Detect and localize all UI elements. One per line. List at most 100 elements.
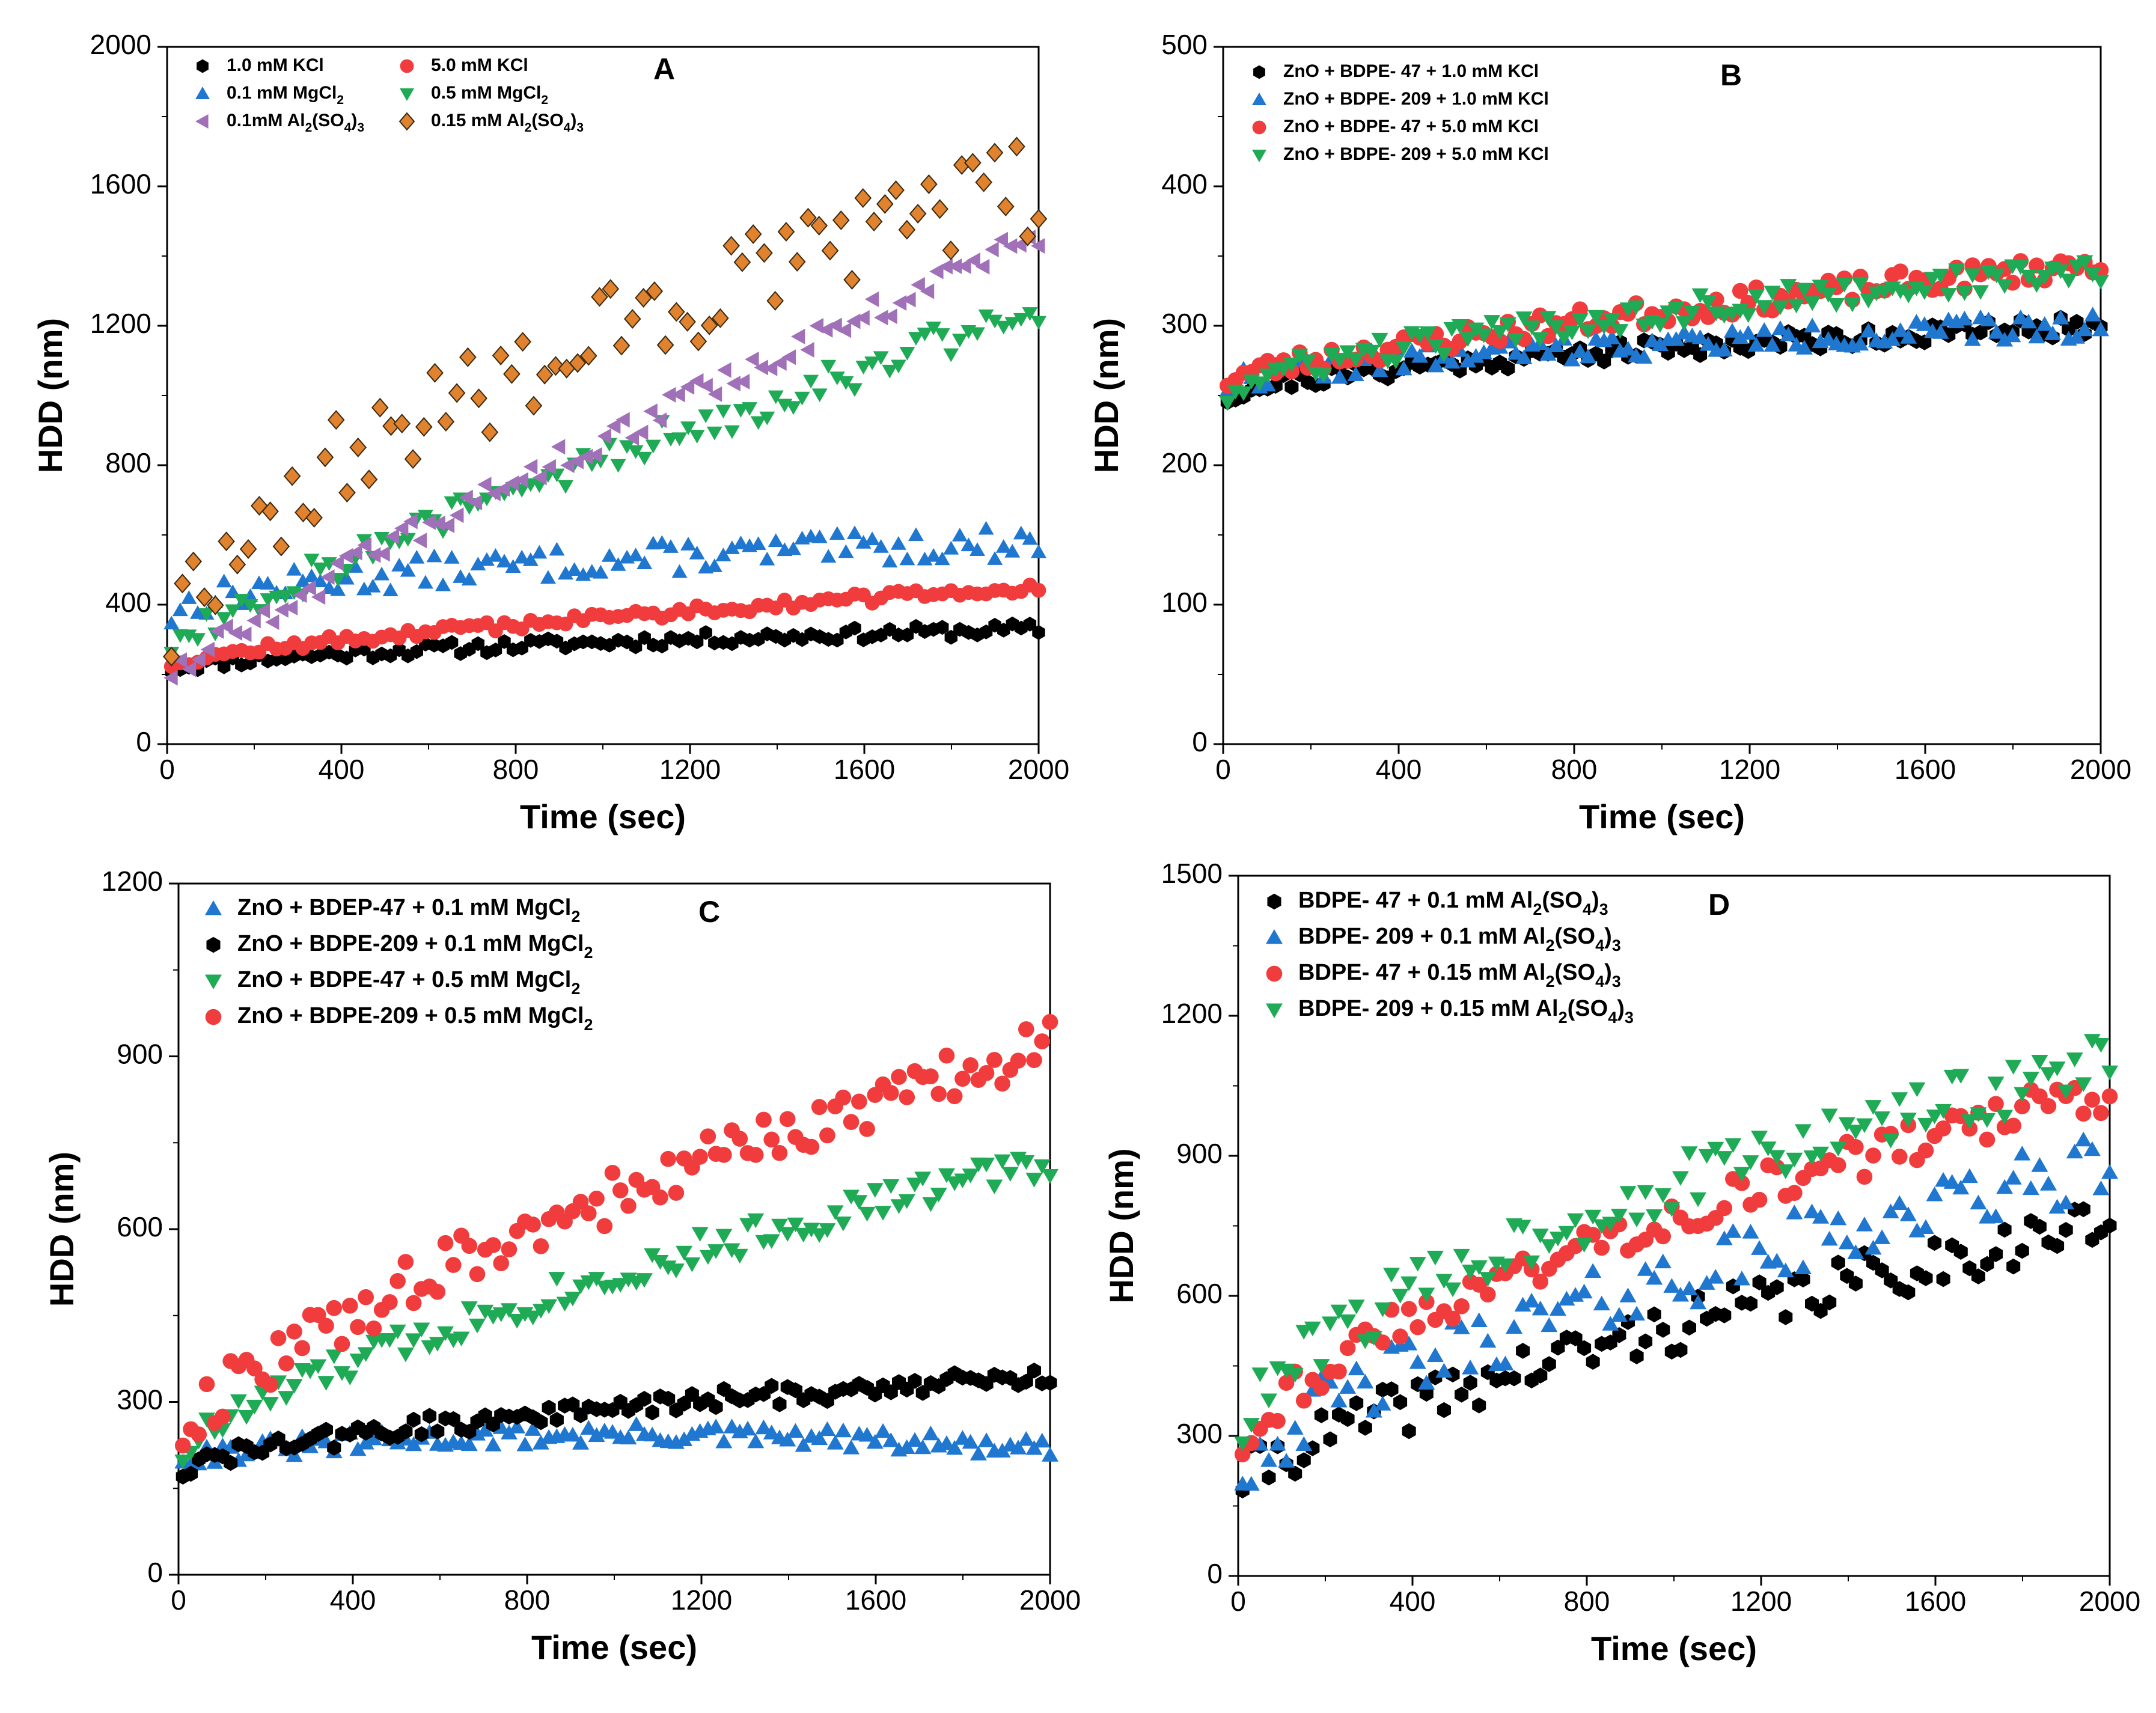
data-point — [302, 1364, 319, 1379]
data-point — [811, 388, 828, 403]
data-point — [717, 362, 731, 378]
data-point — [1804, 317, 1821, 333]
data-point — [731, 1248, 748, 1264]
data-point — [2014, 1087, 2031, 1102]
data-point — [189, 633, 206, 647]
data-point — [788, 252, 806, 272]
data-point — [1961, 1168, 1978, 1183]
data-point — [1008, 136, 1025, 157]
data-point — [763, 360, 778, 376]
data-point — [1865, 1147, 1881, 1164]
data-point — [906, 1177, 923, 1192]
data-point — [759, 551, 775, 566]
data-point — [1794, 1259, 1812, 1274]
data-point — [1628, 300, 1645, 316]
data-point — [1004, 317, 1021, 331]
data-point — [426, 548, 442, 563]
x-axis-label: Time (sec) — [531, 1628, 697, 1666]
data-point — [485, 1237, 501, 1253]
data-point — [1916, 316, 1933, 331]
y-tick-label: 1200 — [102, 866, 163, 897]
data-point — [917, 328, 933, 341]
data-point — [707, 1244, 725, 1259]
data-point — [601, 548, 617, 562]
data-point — [422, 515, 436, 531]
data-point — [803, 1138, 820, 1155]
data-point — [1470, 1260, 1488, 1275]
data-point — [1751, 1240, 1768, 1255]
data-point — [200, 641, 215, 658]
data-point — [602, 279, 620, 299]
data-point — [1874, 1229, 1891, 1244]
data-point — [1733, 1167, 1750, 1182]
data-point — [680, 537, 697, 551]
data-point — [206, 595, 224, 615]
data-point — [1234, 1446, 1251, 1462]
data-point — [1988, 1096, 2004, 1112]
data-point — [1935, 1104, 1952, 1119]
x-tick-label: 800 — [1551, 754, 1598, 785]
data-point — [549, 1412, 564, 1428]
data-point — [1348, 1299, 1365, 1315]
data-point — [1707, 1269, 1724, 1284]
data-point — [1651, 336, 1669, 352]
data-point — [265, 614, 279, 631]
data-point — [1435, 347, 1453, 362]
data-point — [646, 281, 664, 301]
data-point — [676, 1431, 693, 1447]
data-point — [1523, 1292, 1541, 1308]
data-point — [899, 346, 915, 361]
x-tick-label: 0 — [1215, 754, 1231, 785]
data-point — [1970, 1107, 1987, 1122]
data-point — [1932, 324, 1949, 339]
data-point — [691, 1227, 709, 1242]
data-point — [716, 1147, 732, 1163]
data-point — [584, 458, 600, 472]
data-point — [1604, 329, 1621, 344]
data-point — [1892, 284, 1909, 299]
data-point — [829, 526, 845, 540]
data-point — [1786, 1152, 1803, 1168]
data-point — [1593, 1239, 1610, 1256]
data-point — [890, 359, 906, 374]
data-point — [1768, 1253, 1786, 1268]
data-point — [311, 589, 326, 605]
data-point — [779, 1111, 796, 1128]
data-point — [858, 1206, 876, 1222]
data-point — [2092, 275, 2109, 290]
data-point — [698, 409, 714, 423]
data-point — [216, 573, 232, 588]
data-point — [357, 537, 371, 553]
data-point — [1777, 1164, 1794, 1179]
data-point — [964, 153, 982, 173]
data-point — [909, 204, 927, 224]
data-point — [477, 1304, 494, 1320]
data-point — [1331, 368, 1348, 384]
series-2 — [163, 521, 1046, 630]
data-point — [2068, 329, 2086, 344]
data-point — [920, 174, 938, 194]
y-tick-label: 500 — [1161, 29, 1208, 60]
data-point — [1747, 337, 1765, 352]
data-point — [2014, 1098, 2030, 1114]
data-point — [1794, 1124, 1812, 1139]
data-point — [246, 1360, 263, 1377]
data-point — [1852, 276, 1869, 292]
data-point — [1693, 347, 1708, 363]
data-point — [891, 1069, 907, 1086]
data-point — [1323, 1431, 1337, 1447]
x-tick-label: 0 — [159, 754, 175, 785]
data-point — [637, 451, 653, 466]
data-point — [1260, 1393, 1277, 1409]
data-point — [689, 373, 704, 389]
data-point — [620, 1429, 637, 1445]
data-point — [1855, 1118, 1873, 1134]
y-tick-label: 400 — [1161, 168, 1208, 200]
data-point — [542, 459, 556, 475]
data-point — [1018, 1155, 1035, 1170]
legend-marker — [1252, 93, 1266, 105]
data-point — [228, 554, 246, 575]
data-point — [900, 627, 914, 643]
data-point — [1321, 1316, 1339, 1331]
data-point — [1506, 1319, 1523, 1334]
